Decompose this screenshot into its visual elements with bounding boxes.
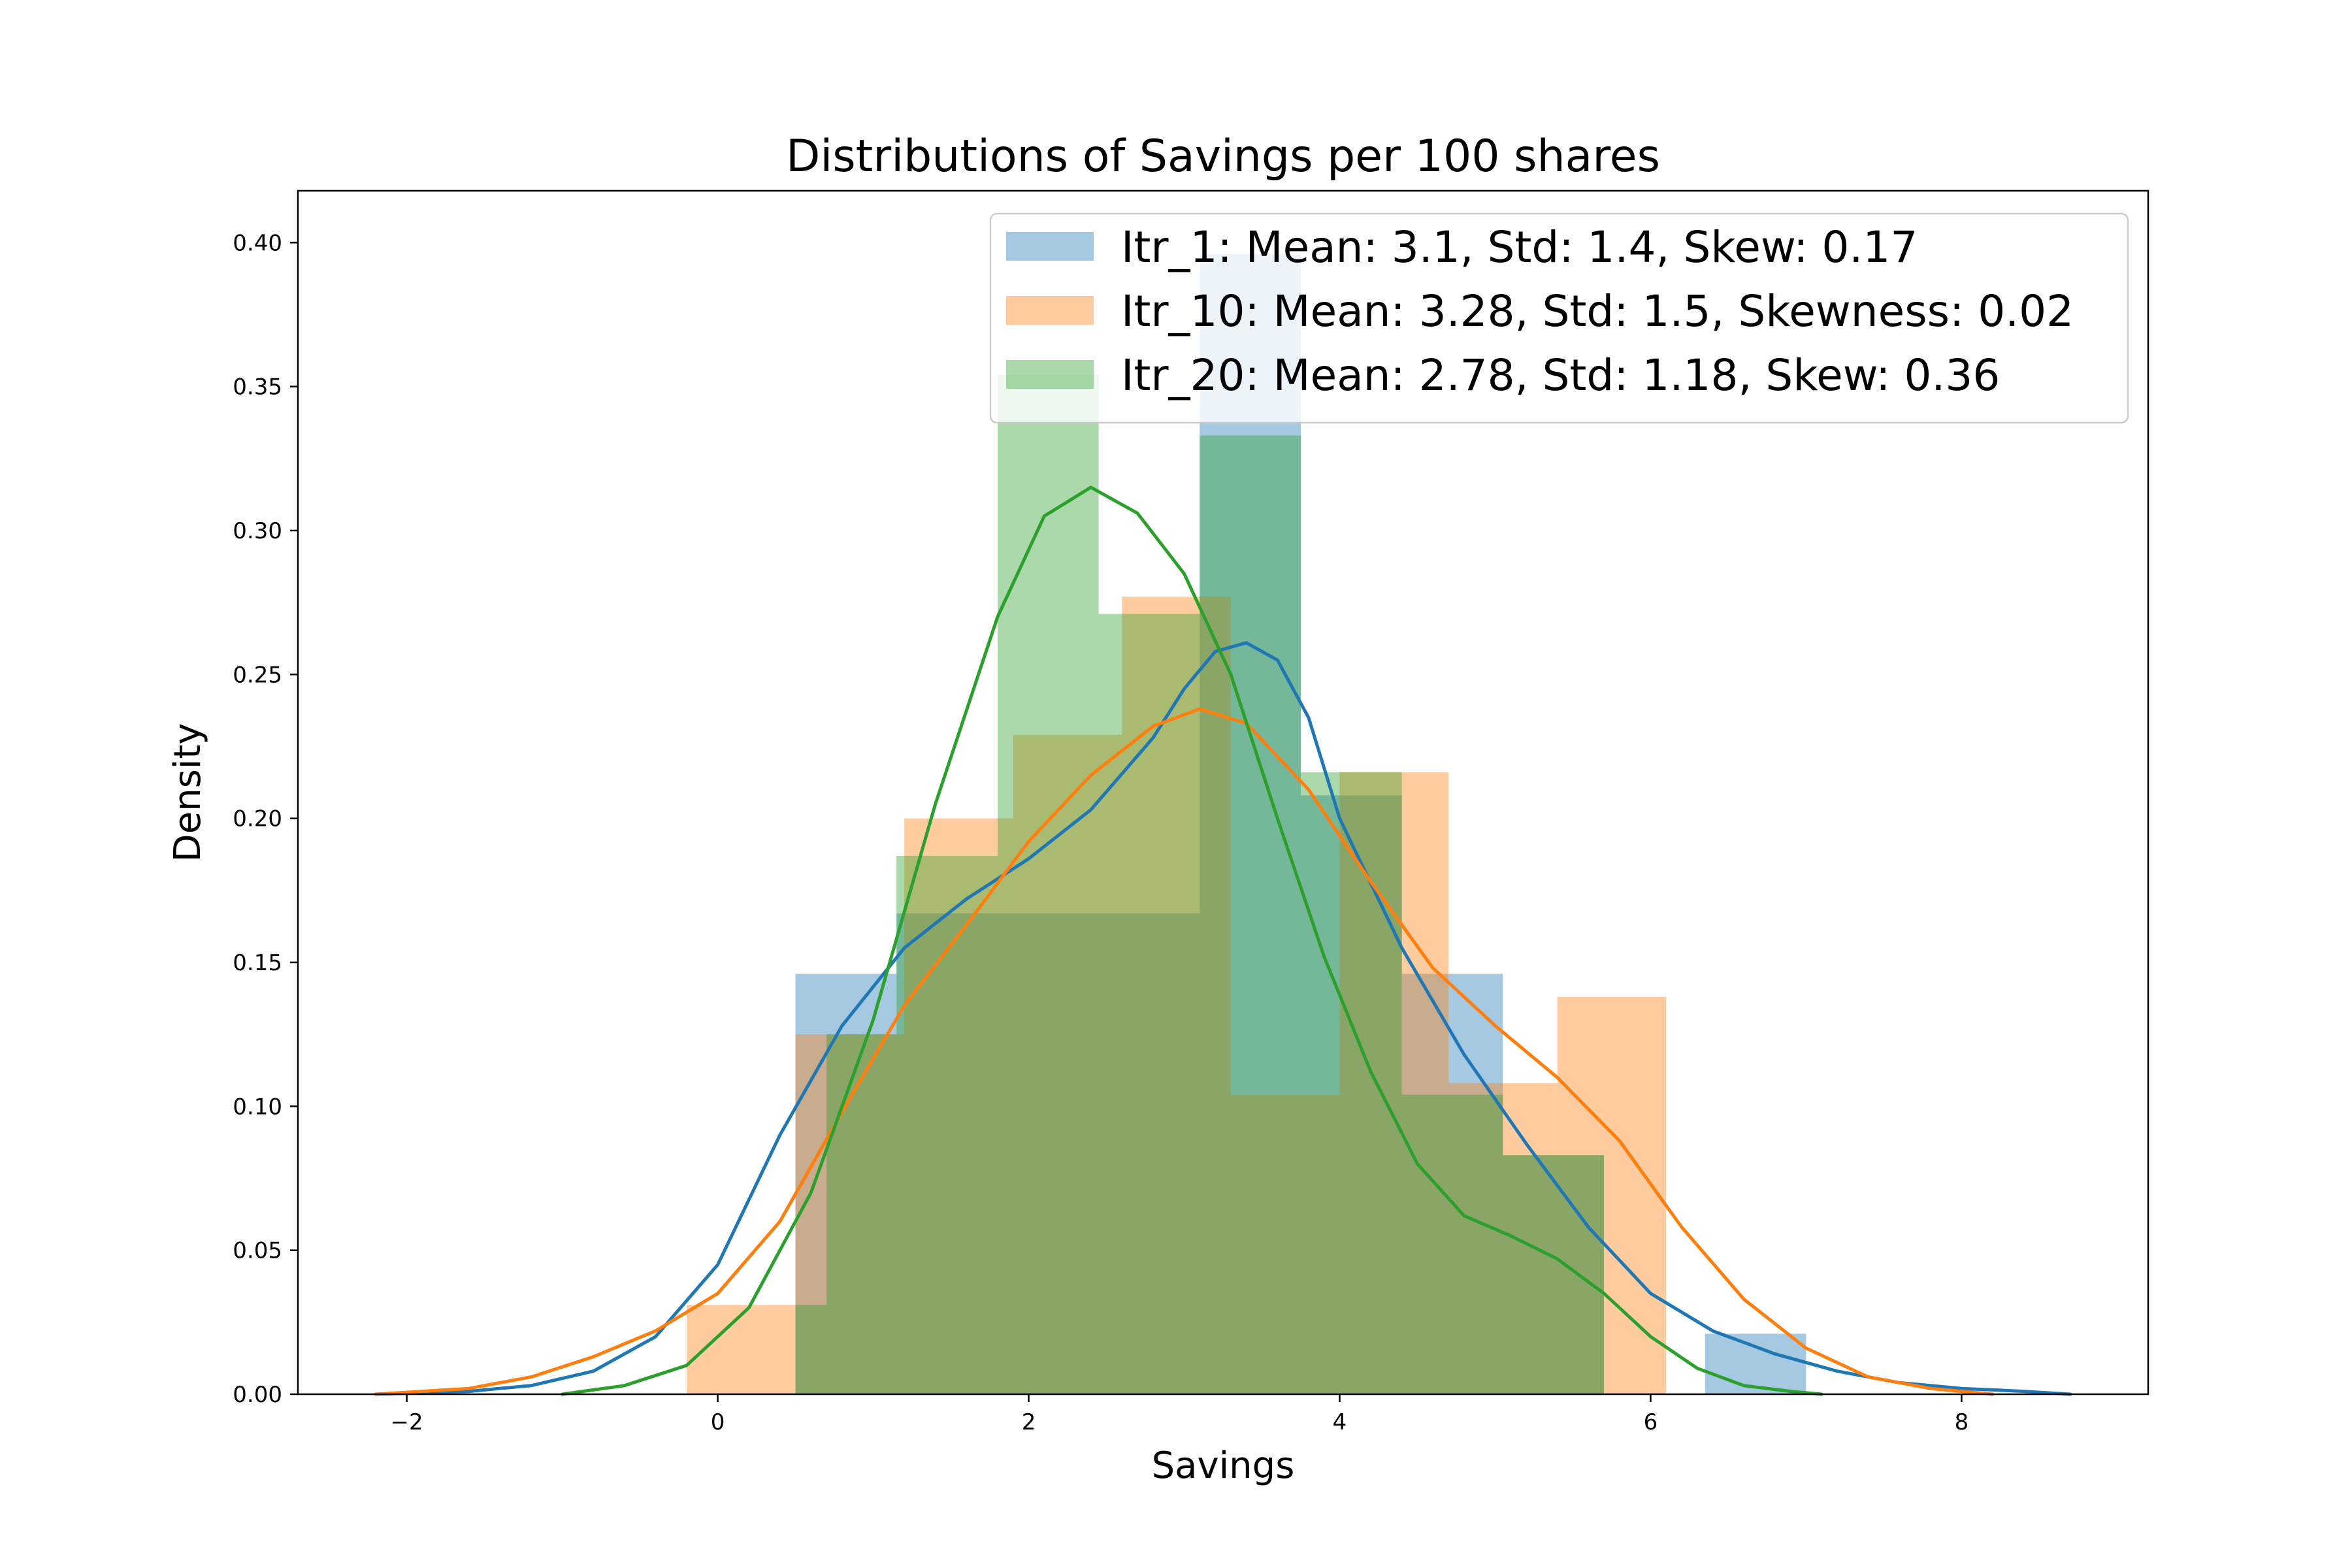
histogram-bar-series-1-bin-10	[1705, 1333, 1806, 1394]
histogram-bar-series-2-bin-4	[1013, 734, 1122, 1394]
kde-curve-series-1	[374, 641, 2072, 1396]
histogram-bar-series-2-bin-3	[904, 818, 1013, 1394]
y-tick-label: 0.10	[233, 1094, 282, 1120]
chart-title: Distributions of Savings per 100 shares	[786, 131, 1660, 182]
histogram-bar-series-3-bin-8	[1401, 1094, 1503, 1394]
histogram-bar-series-2-bin-9	[1557, 996, 1667, 1394]
histogram-bar-series-3-bin-3	[896, 855, 998, 1394]
histogram-bars	[686, 253, 1806, 1395]
y-tick-label: 0.25	[233, 662, 282, 688]
y-tick-label: 0.40	[233, 230, 282, 256]
histogram-bar-series-1-bin-7	[1401, 973, 1503, 1394]
kde-curve-series-3	[561, 485, 1823, 1396]
histogram-bar-series-3-bin-7	[1300, 772, 1402, 1394]
y-tick-label: 0.00	[233, 1382, 282, 1408]
histogram-bar-series-2-bin-2	[795, 1034, 905, 1394]
histogram-bar-series-3-bin-6	[1200, 435, 1301, 1395]
y-axis-ticks: 0.00 0.05 0.10 0.15 0.20 0.25 0.30 0.35 0.40	[233, 230, 298, 1408]
histogram-bar-series-1-bin-6	[1300, 795, 1402, 1394]
y-axis-label: Density	[167, 723, 209, 862]
x-tick-label: 6	[1644, 1409, 1658, 1435]
legend-swatch-series-2	[1006, 296, 1094, 325]
histogram-bar-series-1-bin-4	[1098, 913, 1200, 1394]
histogram-bar-series-2-bin-6	[1230, 1094, 1340, 1394]
histogram-bar-series-1-bin-8	[1503, 1155, 1605, 1394]
legend: Itr_1: Mean: 3.1, Std: 1.4, Skew: 0.17 It…	[989, 212, 2129, 424]
x-tick-label: 2	[1022, 1409, 1036, 1435]
plot-frame	[297, 189, 2149, 1396]
y-tick-label: 0.15	[233, 950, 282, 976]
histogram-bar-series-1-bin-3	[997, 913, 1099, 1394]
histogram-bar-series-1-bin-5	[1200, 253, 1301, 1394]
histogram-bar-series-2-bin-8	[1448, 1083, 1558, 1394]
x-axis-label: Savings	[1152, 1445, 1295, 1487]
histogram-bar-series-1-bin-1	[795, 973, 897, 1394]
legend-label-series-3: Itr_20: Mean: 2.78, Std: 1.18, Skew: 0.3…	[1121, 350, 2000, 400]
y-tick-label: 0.35	[233, 374, 282, 400]
legend-items: Itr_1: Mean: 3.1, Std: 1.4, Skew: 0.17 It…	[1006, 222, 2074, 400]
legend-swatch-series-1	[1006, 232, 1094, 261]
legend-swatch-series-3	[1006, 360, 1094, 389]
x-tick-label: 8	[1955, 1409, 1969, 1435]
x-tick-label: 4	[1333, 1409, 1347, 1435]
legend-box	[989, 212, 2129, 424]
histogram-bar-series-2-bin-7	[1339, 772, 1449, 1394]
y-tick-label: 0.05	[233, 1238, 282, 1264]
histogram-bar-series-3-bin-4	[997, 375, 1099, 1394]
legend-label-series-1: Itr_1: Mean: 3.1, Std: 1.4, Skew: 0.17	[1121, 222, 1918, 272]
x-tick-label: 0	[711, 1409, 725, 1435]
histogram-bar-series-3-bin-1	[795, 1305, 827, 1394]
x-tick-label: −2	[391, 1409, 423, 1435]
kde-curve-series-2	[374, 707, 1995, 1396]
kde-curves	[374, 485, 2072, 1396]
legend-label-series-2: Itr_10: Mean: 3.28, Std: 1.5, Skewness: …	[1121, 286, 2074, 336]
y-tick-label: 0.20	[233, 806, 282, 832]
y-tick-label: 0.30	[233, 518, 282, 544]
histogram-bar-series-3-bin-9	[1503, 1155, 1605, 1394]
histogram-bar-series-2-bin-5	[1122, 596, 1231, 1394]
histogram-bar-series-3-bin-2	[826, 1034, 897, 1394]
x-axis-ticks: −2 0 2 4 6 8	[391, 1394, 1969, 1435]
